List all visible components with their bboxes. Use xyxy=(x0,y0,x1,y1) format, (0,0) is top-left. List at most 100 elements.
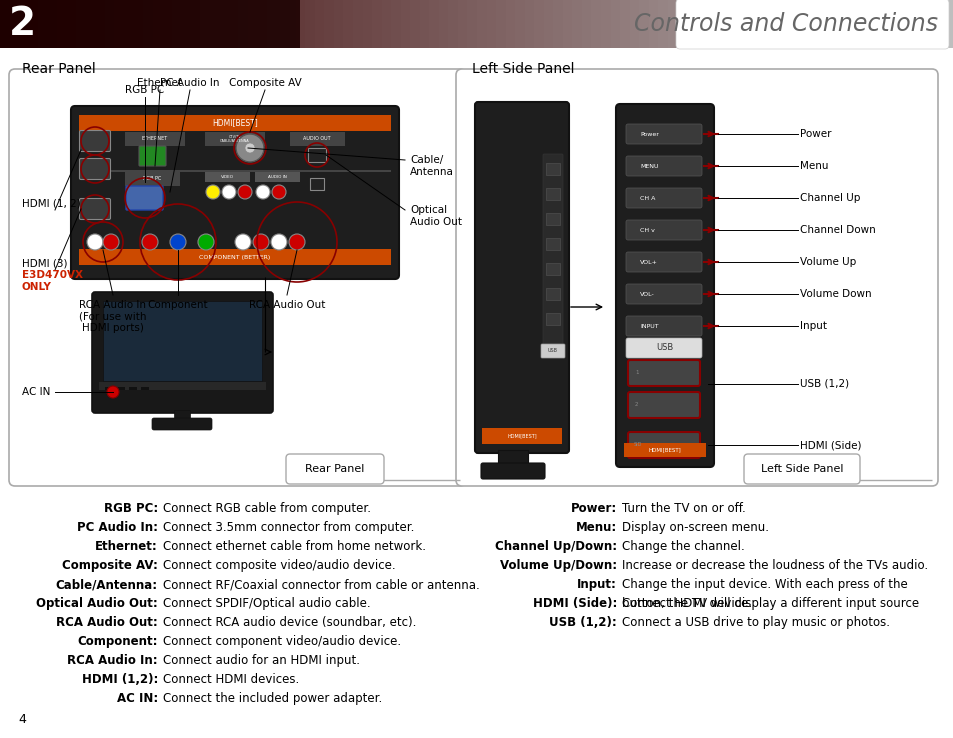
FancyBboxPatch shape xyxy=(627,432,700,458)
Bar xyxy=(943,0,953,48)
Text: VOL-: VOL- xyxy=(639,292,654,297)
Bar xyxy=(629,0,639,48)
Bar xyxy=(581,0,592,48)
FancyBboxPatch shape xyxy=(9,69,465,486)
Bar xyxy=(419,0,430,48)
FancyBboxPatch shape xyxy=(71,106,398,279)
Text: HDMI (1, 2): HDMI (1, 2) xyxy=(22,198,81,208)
Text: Connect 3.5mm connector from computer.: Connect 3.5mm connector from computer. xyxy=(163,521,414,534)
Bar xyxy=(310,178,324,190)
Bar xyxy=(545,163,559,175)
Bar xyxy=(924,0,935,48)
Text: Connect component video/audio device.: Connect component video/audio device. xyxy=(163,635,400,648)
Bar xyxy=(743,0,754,48)
Text: COMPONENT (BETTER): COMPONENT (BETTER) xyxy=(199,255,271,260)
Bar xyxy=(543,0,554,48)
Text: Display on-screen menu.: Display on-screen menu. xyxy=(621,521,768,534)
Bar xyxy=(801,0,811,48)
Bar xyxy=(667,0,678,48)
Bar xyxy=(391,0,401,48)
Text: Change the input device. With each press of the: Change the input device. With each press… xyxy=(621,578,907,591)
Bar xyxy=(457,0,468,48)
Text: SID: SID xyxy=(634,443,641,447)
FancyBboxPatch shape xyxy=(79,199,111,219)
Bar xyxy=(791,0,801,48)
Bar xyxy=(381,0,392,48)
Circle shape xyxy=(170,234,186,250)
Text: AC IN: AC IN xyxy=(22,387,51,397)
Bar xyxy=(314,0,325,48)
Text: HDMI (Side):: HDMI (Side): xyxy=(532,597,617,610)
Circle shape xyxy=(103,234,119,250)
Bar xyxy=(308,148,326,162)
Bar xyxy=(505,0,516,48)
Bar xyxy=(219,0,230,48)
Bar xyxy=(686,0,697,48)
Bar xyxy=(886,0,897,48)
Bar xyxy=(896,0,906,48)
Circle shape xyxy=(142,234,158,250)
Text: RCA Audio Out:: RCA Audio Out: xyxy=(56,616,158,629)
Bar xyxy=(238,0,249,48)
Bar xyxy=(105,0,115,48)
Text: 2: 2 xyxy=(635,402,638,407)
Bar xyxy=(173,410,190,422)
FancyBboxPatch shape xyxy=(625,252,701,272)
Text: USB (1,2):: USB (1,2): xyxy=(549,616,617,629)
Text: HDMI (Side): HDMI (Side) xyxy=(800,440,861,450)
Text: CTV/TV
CABLE/ANTENNA: CTV/TV CABLE/ANTENNA xyxy=(220,135,250,143)
Circle shape xyxy=(271,234,287,250)
Bar xyxy=(545,313,559,325)
Text: Volume Up: Volume Up xyxy=(800,257,856,267)
FancyBboxPatch shape xyxy=(625,284,701,304)
FancyBboxPatch shape xyxy=(627,392,700,418)
Text: Ethernet: Ethernet xyxy=(137,78,182,88)
Bar xyxy=(210,0,220,48)
Bar xyxy=(772,0,782,48)
Text: Controls and Connections: Controls and Connections xyxy=(634,12,937,36)
Text: AC IN:: AC IN: xyxy=(116,692,158,705)
Text: ETHERNET: ETHERNET xyxy=(142,137,168,142)
Bar xyxy=(205,172,250,182)
Text: HDMI (3): HDMI (3) xyxy=(22,258,68,268)
Circle shape xyxy=(206,185,220,199)
Text: 2: 2 xyxy=(9,5,35,43)
Text: Composite AV:: Composite AV: xyxy=(62,559,158,572)
Bar xyxy=(762,0,773,48)
Text: Left Side Panel: Left Side Panel xyxy=(760,464,842,474)
Text: Cable/Antenna:: Cable/Antenna: xyxy=(56,578,158,591)
Circle shape xyxy=(253,234,269,250)
Text: Connect HDMI device.: Connect HDMI device. xyxy=(621,597,751,610)
Bar xyxy=(562,0,573,48)
Bar xyxy=(848,0,859,48)
Text: Component:: Component: xyxy=(77,635,158,648)
Circle shape xyxy=(272,185,286,199)
Bar xyxy=(619,0,630,48)
Bar xyxy=(545,238,559,250)
FancyBboxPatch shape xyxy=(616,104,713,467)
Text: Connect HDMI devices.: Connect HDMI devices. xyxy=(163,673,299,686)
Bar xyxy=(410,0,420,48)
Text: PC Audio In:: PC Audio In: xyxy=(77,521,158,534)
Text: Channel Up/Down:: Channel Up/Down: xyxy=(495,540,617,553)
Text: MENU: MENU xyxy=(639,164,658,168)
FancyBboxPatch shape xyxy=(542,154,562,356)
Bar xyxy=(29,0,39,48)
Bar xyxy=(133,0,144,48)
Bar xyxy=(545,188,559,200)
FancyBboxPatch shape xyxy=(625,156,701,176)
Bar xyxy=(715,0,725,48)
Text: Connect audio for an HDMI input.: Connect audio for an HDMI input. xyxy=(163,654,359,667)
Text: Power: Power xyxy=(800,129,831,139)
Text: Left Side Panel: Left Side Panel xyxy=(472,62,574,76)
Bar xyxy=(129,387,137,390)
Bar xyxy=(781,0,792,48)
Bar xyxy=(248,0,258,48)
Circle shape xyxy=(289,234,305,250)
Text: INPUT: INPUT xyxy=(639,323,658,328)
FancyBboxPatch shape xyxy=(625,316,701,336)
Text: Turn the TV on or off.: Turn the TV on or off. xyxy=(621,502,745,515)
Bar xyxy=(95,0,106,48)
Circle shape xyxy=(255,185,270,199)
Text: HDMI (1,2):: HDMI (1,2): xyxy=(82,673,158,686)
